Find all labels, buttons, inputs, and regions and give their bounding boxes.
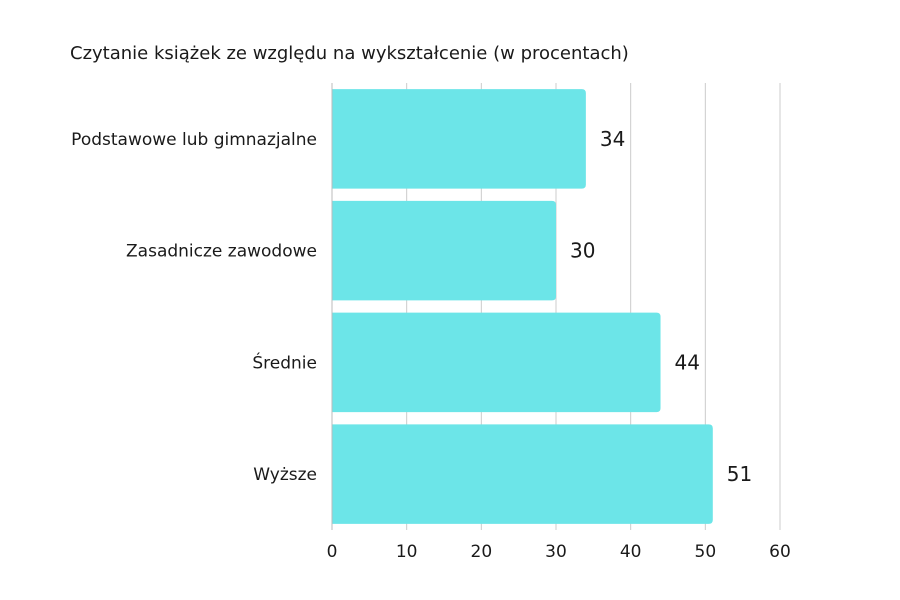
category-label: Wyższe [253,465,317,485]
data-label: 30 [570,239,595,263]
labels: Podstawowe lub gimnazjalne 34 Zasadnicze z… [71,127,752,486]
data-label: 51 [727,462,752,486]
data-label: 44 [675,350,700,374]
x-tick-label: 60 [769,542,791,562]
category-label: Zasadnicze zawodowe [126,242,317,262]
x-tick-label: 10 [396,542,418,562]
bar [332,312,661,413]
x-tick-label: 20 [471,542,493,562]
bars [332,89,713,524]
bar [332,200,556,301]
bar [332,424,713,524]
category-label: Średnie [252,351,317,373]
x-tick-label: 40 [620,542,642,562]
x-tick-label: 30 [545,542,567,562]
axes: 0 10 20 30 40 50 60 [327,83,791,562]
x-tick-label: 0 [327,542,338,562]
bar [332,89,586,189]
category-label: Podstawowe lub gimnazjalne [71,130,317,150]
chart-title: Czytanie książek ze względu na wykształc… [70,43,629,64]
x-tick-label: 50 [695,542,717,562]
data-label: 34 [600,127,625,151]
